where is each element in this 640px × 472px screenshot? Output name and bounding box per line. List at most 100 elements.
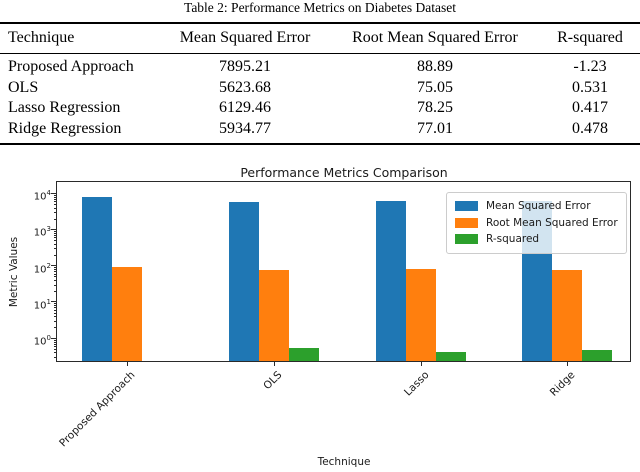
y-minor-tick bbox=[53, 248, 57, 250]
legend-swatch bbox=[455, 201, 478, 212]
legend-item: Mean Squared Error bbox=[455, 198, 618, 215]
y-minor-tick bbox=[53, 312, 57, 314]
x-tick-label: Ridge bbox=[548, 369, 578, 399]
x-tick bbox=[127, 362, 128, 366]
chart-legend: Mean Squared Error Root Mean Squared Erro… bbox=[446, 192, 627, 254]
y-minor-tick bbox=[53, 305, 57, 307]
y-minor-tick bbox=[53, 316, 57, 318]
bar-mean-squared-error bbox=[228, 202, 259, 362]
bar-root-mean-squared-error bbox=[112, 267, 142, 362]
y-minor-tick bbox=[53, 339, 57, 341]
y-minor-tick bbox=[53, 341, 57, 343]
y-minor-tick bbox=[53, 204, 57, 206]
y-tick-label: 101 bbox=[33, 297, 51, 312]
metrics-table: Technique Mean Squared Error Root Mean S… bbox=[0, 22, 640, 145]
figure-section: Performance Metrics Comparison Metric Va… bbox=[0, 150, 640, 472]
table-row: Proposed Approach 7895.21 88.89 -1.23 bbox=[0, 54, 640, 78]
y-minor-tick bbox=[53, 290, 57, 292]
y-minor-tick bbox=[53, 327, 57, 329]
cell-r-squared: 0.417 bbox=[572, 99, 608, 116]
cell-mse: 7895.21 bbox=[219, 58, 271, 75]
bar-root-mean-squared-error bbox=[405, 269, 436, 362]
table-row: Lasso Regression 6129.46 78.25 0.417 bbox=[0, 98, 640, 119]
y-minor-tick bbox=[53, 243, 57, 245]
y-major-tick bbox=[51, 192, 57, 194]
y-minor-tick bbox=[53, 309, 57, 311]
y-minor-tick bbox=[53, 196, 57, 198]
y-minor-tick bbox=[53, 303, 57, 305]
y-minor-tick bbox=[53, 212, 57, 214]
legend-item: Root Mean Squared Error bbox=[455, 215, 618, 232]
cell-mse: 5623.68 bbox=[219, 78, 271, 96]
bar-mean-squared-error bbox=[375, 200, 406, 362]
y-minor-tick bbox=[53, 348, 57, 350]
cell-rmse: 78.25 bbox=[417, 99, 453, 116]
y-minor-tick bbox=[53, 284, 57, 286]
y-minor-tick bbox=[53, 198, 57, 200]
bar-r-squared bbox=[288, 347, 319, 362]
table-caption: Table 2: Performance Metrics on Diabetes… bbox=[184, 0, 456, 15]
cell-mse: 5934.77 bbox=[219, 119, 271, 137]
y-minor-tick bbox=[53, 207, 57, 209]
y-minor-tick bbox=[53, 194, 57, 196]
x-tick bbox=[273, 362, 275, 366]
y-minor-tick bbox=[53, 232, 57, 234]
y-minor-tick bbox=[53, 269, 57, 271]
y-minor-tick bbox=[53, 267, 57, 269]
y-minor-tick bbox=[53, 240, 57, 242]
cell-rmse: 88.89 bbox=[417, 58, 453, 75]
y-major-tick bbox=[51, 265, 57, 267]
bar-r-squared bbox=[582, 349, 613, 362]
x-tick bbox=[567, 362, 569, 366]
y-minor-tick bbox=[53, 218, 57, 220]
col-header-mse: Mean Squared Error bbox=[160, 23, 330, 54]
col-header-r-squared: R-squared bbox=[540, 23, 640, 54]
legend-label: R-squared bbox=[486, 233, 540, 246]
y-minor-tick bbox=[53, 280, 57, 281]
legend-swatch bbox=[455, 217, 478, 228]
cell-technique: Ridge Regression bbox=[8, 119, 122, 137]
cell-mse: 6129.46 bbox=[219, 99, 271, 116]
y-minor-tick bbox=[53, 307, 57, 309]
y-tick-label: 100 bbox=[33, 334, 51, 348]
bar-r-squared bbox=[435, 351, 466, 362]
cell-rmse: 75.05 bbox=[417, 78, 453, 96]
x-tick-label: Proposed Approach bbox=[57, 369, 138, 450]
legend-label: Mean Squared Error bbox=[486, 200, 591, 213]
cell-rmse: 77.01 bbox=[417, 119, 453, 137]
table-row: OLS 5623.68 75.05 0.531 bbox=[0, 78, 640, 99]
x-tick-label: Lasso bbox=[401, 369, 432, 399]
cell-r-squared: 0.531 bbox=[572, 78, 608, 96]
y-minor-tick bbox=[53, 320, 57, 322]
y-minor-tick bbox=[53, 231, 57, 233]
y-minor-tick bbox=[53, 235, 57, 236]
cell-r-squared: 0.478 bbox=[572, 119, 608, 137]
legend-label: Root Mean Squared Error bbox=[486, 216, 618, 229]
y-minor-tick bbox=[53, 273, 57, 275]
bar-root-mean-squared-error bbox=[258, 270, 289, 362]
y-minor-tick bbox=[53, 271, 57, 273]
table-header-row: Technique Mean Squared Error Root Mean S… bbox=[0, 23, 640, 54]
x-axis-label: Technique bbox=[317, 456, 371, 468]
bar-root-mean-squared-error bbox=[552, 269, 583, 362]
y-minor-tick bbox=[53, 346, 57, 348]
y-tick-label: 103 bbox=[33, 225, 51, 239]
col-header-technique: Technique bbox=[0, 23, 160, 54]
cell-r-squared: -1.23 bbox=[573, 58, 607, 75]
y-minor-tick bbox=[53, 356, 57, 358]
y-major-tick bbox=[51, 228, 57, 230]
cell-technique: Proposed Approach bbox=[8, 58, 134, 75]
legend-item: R-squared bbox=[455, 231, 618, 248]
y-minor-tick bbox=[53, 237, 57, 239]
y-minor-tick bbox=[53, 254, 57, 256]
chart-title: Performance Metrics Comparison bbox=[240, 165, 448, 180]
y-minor-tick bbox=[53, 276, 57, 278]
y-minor-tick bbox=[53, 201, 57, 203]
y-minor-tick bbox=[53, 352, 57, 354]
cell-technique: Lasso Regression bbox=[8, 99, 121, 116]
cell-technique: OLS bbox=[8, 78, 39, 96]
y-tick-label: 104 bbox=[33, 189, 51, 203]
legend-swatch bbox=[455, 234, 478, 245]
bar-mean-squared-error bbox=[82, 196, 112, 362]
